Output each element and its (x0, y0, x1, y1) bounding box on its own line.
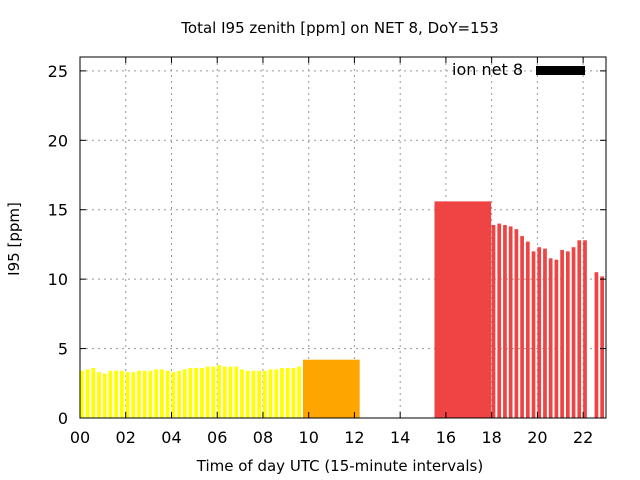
bar (543, 248, 547, 418)
bar (257, 370, 261, 418)
bar (434, 201, 492, 418)
bar (520, 236, 524, 418)
bar (80, 370, 84, 418)
bar (554, 259, 559, 418)
ticks (79, 57, 606, 419)
bar (182, 369, 187, 418)
x-tick-label: 16 (436, 428, 456, 447)
bar (165, 370, 170, 418)
bar (125, 372, 130, 418)
x-tick-label: 06 (207, 428, 227, 447)
bar (560, 249, 564, 418)
bar (491, 225, 496, 418)
bar (525, 241, 530, 418)
x-axis-label: Time of day UTC (15-minute intervals) (196, 457, 483, 475)
bar (228, 366, 233, 418)
bar (120, 370, 124, 418)
bar (148, 370, 153, 418)
bar (234, 366, 239, 418)
bar (222, 366, 227, 418)
x-tick-label: 08 (253, 428, 273, 447)
x-tick-label: 00 (70, 428, 90, 447)
bar (594, 272, 599, 418)
bar (583, 240, 587, 418)
bar (108, 370, 113, 418)
x-tick-label: 12 (344, 428, 364, 447)
bar (302, 359, 360, 418)
bar (262, 370, 267, 418)
bar (142, 370, 147, 418)
bar (565, 251, 570, 418)
bar (102, 373, 107, 418)
bar (531, 251, 536, 418)
bar (537, 247, 542, 418)
bar (274, 369, 279, 418)
bar (577, 240, 582, 418)
y-tick-label: 15 (48, 201, 68, 220)
y-tick-label: 5 (58, 340, 68, 359)
x-tick-label: 14 (390, 428, 410, 447)
bar (291, 368, 296, 418)
bar (503, 225, 507, 418)
y-tick-labels: 0 5 10 15 20 25 (48, 62, 68, 428)
y-tick-label: 10 (48, 270, 68, 289)
x-tick-label: 18 (481, 428, 501, 447)
bar (514, 229, 519, 418)
legend: ion net 8 (452, 60, 585, 79)
y-tick-label: 0 (58, 409, 68, 428)
bar (85, 369, 90, 418)
bar (251, 370, 256, 418)
bar (508, 226, 513, 418)
bar (160, 369, 164, 418)
bar (131, 372, 136, 418)
bar (268, 369, 273, 418)
x-tick-label: 02 (116, 428, 136, 447)
bar (497, 223, 502, 418)
bar (285, 368, 290, 418)
bar (217, 365, 221, 418)
bar (97, 372, 101, 418)
x-tick-labels: 00 02 04 06 08 10 12 14 16 18 20 22 (70, 428, 593, 447)
bar (600, 276, 604, 418)
x-tick-label: 04 (161, 428, 181, 447)
legend-swatch (536, 66, 585, 75)
bar (211, 366, 216, 418)
bar (177, 370, 181, 418)
chart-title: Total I95 zenith [ppm] on NET 8, DoY=153 (180, 19, 498, 37)
bar (200, 368, 204, 418)
bar (194, 368, 199, 418)
bar (188, 368, 193, 418)
bar (91, 368, 96, 418)
bar (154, 369, 159, 418)
x-tick-label: 20 (527, 428, 547, 447)
x-tick-label: 10 (299, 428, 319, 447)
y-tick-label: 20 (48, 131, 68, 150)
bar (171, 372, 176, 418)
x-tick-label: 22 (573, 428, 593, 447)
bars (80, 201, 604, 418)
legend-label: ion net 8 (452, 60, 523, 79)
bar (571, 247, 576, 418)
bar (205, 366, 210, 418)
y-axis-label: I95 [ppm] (5, 202, 23, 276)
bar (240, 369, 244, 418)
bar (280, 368, 284, 418)
bar (548, 258, 553, 418)
bar (114, 370, 119, 418)
bar (245, 370, 250, 418)
plot-frame (79, 56, 607, 419)
bar (297, 366, 301, 418)
bar (137, 370, 141, 418)
y-tick-label: 25 (48, 62, 68, 81)
